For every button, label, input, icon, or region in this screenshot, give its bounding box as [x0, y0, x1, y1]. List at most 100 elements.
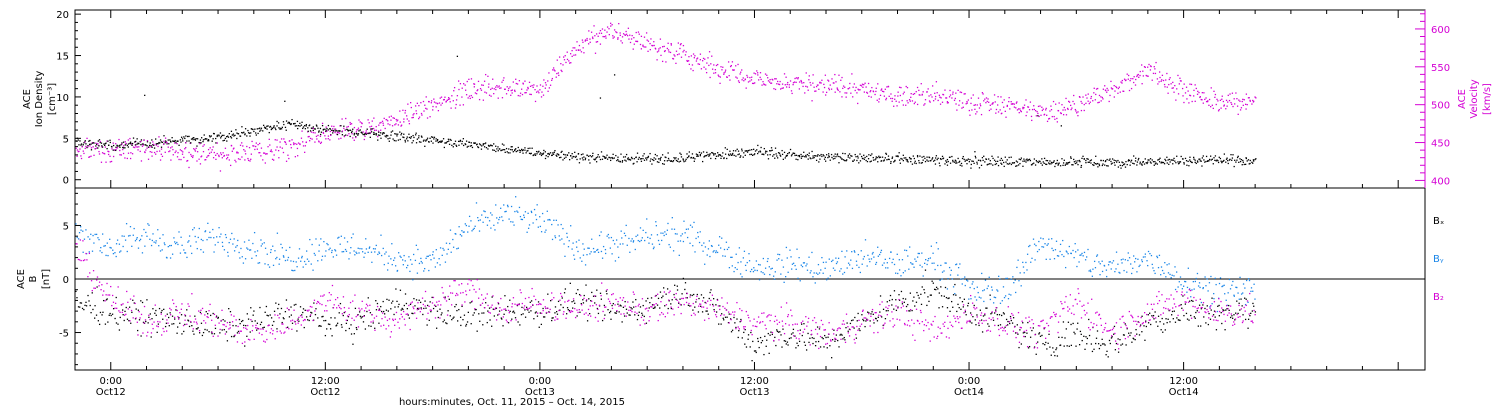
- by-point: [706, 254, 708, 256]
- bx-point: [656, 304, 659, 306]
- velocity-point: [1249, 99, 1251, 102]
- density-point: [122, 147, 125, 149]
- by-point: [766, 260, 769, 263]
- density-point: [581, 157, 584, 159]
- velocity-point: [844, 92, 846, 94]
- bx-point: [472, 314, 474, 316]
- velocity-point: [909, 100, 911, 102]
- bx-point: [96, 286, 98, 288]
- density-point: [262, 124, 265, 127]
- velocity-point: [373, 129, 376, 131]
- velocity-point: [638, 33, 640, 35]
- bx-point: [652, 307, 655, 310]
- bx-point: [984, 314, 986, 316]
- bx-point: [1122, 334, 1125, 336]
- bx-point: [183, 330, 185, 333]
- velocity-point: [425, 107, 427, 110]
- density-point: [595, 157, 597, 159]
- density-point: [979, 160, 982, 162]
- density-point: [982, 159, 984, 162]
- density-point: [812, 157, 814, 159]
- bx-point: [197, 327, 199, 329]
- velocity-point: [223, 154, 226, 157]
- density-point: [847, 156, 849, 158]
- by-point: [484, 210, 486, 213]
- by-point: [563, 243, 565, 245]
- by-point: [380, 234, 382, 236]
- bx-point: [914, 305, 916, 307]
- by-point: [716, 251, 719, 254]
- density-point: [482, 144, 484, 146]
- velocity-point: [222, 152, 224, 154]
- velocity-point: [338, 138, 340, 140]
- density-point: [1210, 155, 1212, 157]
- velocity-point: [1132, 78, 1134, 80]
- by-point: [711, 245, 713, 248]
- by-point: [125, 223, 128, 225]
- bx-point: [84, 304, 86, 307]
- density-point: [169, 139, 171, 141]
- velocity-point: [109, 155, 111, 157]
- velocity-point: [119, 154, 121, 156]
- density-point: [552, 152, 554, 154]
- density-point: [754, 150, 757, 152]
- by-point: [356, 252, 358, 255]
- density-point: [1100, 159, 1102, 162]
- velocity-point: [803, 82, 805, 84]
- velocity-point: [297, 155, 299, 157]
- velocity-point: [1213, 90, 1215, 92]
- density-point: [1095, 155, 1097, 157]
- by-point: [472, 228, 474, 231]
- bx-point: [547, 293, 549, 295]
- density-point: [580, 153, 583, 156]
- velocity-point: [1165, 79, 1167, 81]
- by-point: [604, 248, 607, 251]
- velocity-point: [536, 85, 538, 87]
- velocity-point: [1134, 84, 1137, 86]
- density-point: [608, 156, 610, 159]
- bx-point: [566, 307, 569, 309]
- density-point: [96, 143, 98, 145]
- velocity-point: [761, 84, 763, 86]
- velocity-point: [90, 155, 92, 157]
- density-point: [413, 136, 415, 139]
- by-point: [619, 243, 621, 245]
- density-point: [1234, 159, 1236, 161]
- bx-point: [1217, 305, 1219, 307]
- density-point: [248, 132, 251, 134]
- bx-point: [995, 309, 997, 311]
- density-point: [302, 126, 305, 128]
- density-point: [659, 159, 662, 161]
- by-point: [385, 251, 387, 253]
- velocity-point: [384, 127, 386, 130]
- velocity-point: [1186, 98, 1188, 100]
- velocity-point: [201, 155, 203, 157]
- density-point: [1022, 165, 1024, 167]
- velocity-point: [300, 137, 303, 139]
- density-point: [403, 136, 405, 139]
- density-point: [810, 157, 812, 160]
- by-point: [342, 250, 345, 253]
- density-point: [1187, 160, 1189, 163]
- velocity-point: [495, 86, 497, 88]
- velocity-point: [625, 30, 627, 33]
- by-point: [137, 247, 140, 249]
- velocity-point: [649, 42, 651, 45]
- density-point: [635, 156, 637, 158]
- density-point: [370, 128, 372, 130]
- density-point: [239, 135, 242, 137]
- by-point: [447, 248, 449, 250]
- by-point: [206, 239, 208, 241]
- by-point: [648, 242, 650, 244]
- bx-point: [353, 333, 355, 335]
- velocity-point: [544, 87, 546, 89]
- bx-point: [168, 325, 170, 327]
- velocity-point: [380, 121, 382, 124]
- velocity-point: [896, 105, 898, 107]
- density-point: [147, 146, 150, 148]
- by-point: [802, 262, 805, 264]
- velocity-point: [1153, 66, 1155, 68]
- velocity-point: [188, 151, 190, 154]
- velocity-point: [676, 53, 679, 56]
- by-point: [223, 249, 226, 251]
